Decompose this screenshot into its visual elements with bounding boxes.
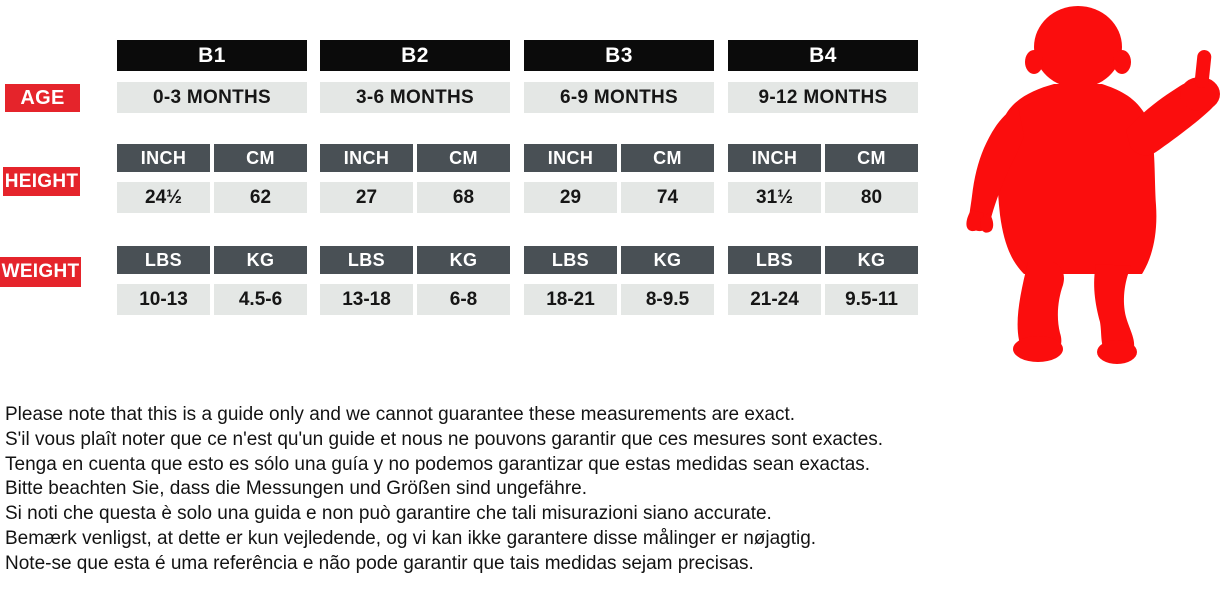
lbs-unit-header: LBS <box>320 246 413 274</box>
kg-unit-header: KG <box>621 246 714 274</box>
size-code-header: B3 <box>524 40 714 71</box>
size-column-b3: B3 6-9 MONTHS INCH CM 29 74 LBS KG 18-21… <box>524 0 714 380</box>
lbs-unit-header: LBS <box>524 246 617 274</box>
age-value: 3-6 MONTHS <box>320 82 510 113</box>
cm-unit-header: CM <box>621 144 714 172</box>
disclaimer-line-da: Bemærk venligst, at dette er kun vejlede… <box>5 527 817 549</box>
size-code-header: B2 <box>320 40 510 71</box>
age-row-label: AGE <box>5 84 80 112</box>
lbs-unit-header: LBS <box>728 246 821 274</box>
cm-unit-header: CM <box>825 144 918 172</box>
weight-kg-value: 8-9.5 <box>621 284 714 315</box>
height-inch-value: 27 <box>320 182 413 213</box>
size-code-header: B4 <box>728 40 918 71</box>
weight-kg-value: 6-8 <box>417 284 510 315</box>
disclaimer-line-it: Si noti che questa è solo una guida e no… <box>5 503 772 525</box>
kg-unit-header: KG <box>214 246 307 274</box>
size-code-header: B1 <box>117 40 307 71</box>
disclaimer-line-pt: Note-se que esta é uma referência e não … <box>5 552 754 574</box>
weight-kg-value: 9.5-11 <box>825 284 918 315</box>
height-row-label: HEIGHT <box>3 167 80 196</box>
height-inch-value: 24½ <box>117 182 210 213</box>
inch-unit-header: INCH <box>117 144 210 172</box>
cm-unit-header: CM <box>417 144 510 172</box>
disclaimer-line-es: Tenga en cuenta que esto es sólo una guí… <box>5 453 871 475</box>
weight-lbs-value: 10-13 <box>117 284 210 315</box>
height-cm-value: 68 <box>417 182 510 213</box>
height-cm-value: 80 <box>825 182 918 213</box>
age-value: 9-12 MONTHS <box>728 82 918 113</box>
inch-unit-header: INCH <box>728 144 821 172</box>
age-value: 0-3 MONTHS <box>117 82 307 113</box>
height-inch-value: 29 <box>524 182 617 213</box>
size-column-b4: B4 9-12 MONTHS INCH CM 31½ 80 LBS KG 21-… <box>728 0 918 380</box>
weight-lbs-value: 18-21 <box>524 284 617 315</box>
size-column-b2: B2 3-6 MONTHS INCH CM 27 68 LBS KG 13-18… <box>320 0 510 380</box>
inch-unit-header: INCH <box>320 144 413 172</box>
kg-unit-header: KG <box>825 246 918 274</box>
disclaimer-line-de: Bitte beachten Sie, dass die Messungen u… <box>5 478 587 500</box>
size-column-b1: B1 0-3 MONTHS INCH CM 24½ 62 LBS KG 10-1… <box>117 0 307 380</box>
disclaimer-text: Please note that this is a guide only an… <box>5 403 955 577</box>
height-cm-value: 74 <box>621 182 714 213</box>
cm-unit-header: CM <box>214 144 307 172</box>
kg-unit-header: KG <box>417 246 510 274</box>
height-inch-value: 31½ <box>728 182 821 213</box>
lbs-unit-header: LBS <box>117 246 210 274</box>
age-value: 6-9 MONTHS <box>524 82 714 113</box>
baby-thumbs-up-icon <box>966 6 1220 364</box>
disclaimer-line-fr: S'il vous plaît noter que ce n'est qu'un… <box>5 428 884 450</box>
inch-unit-header: INCH <box>524 144 617 172</box>
weight-row-label: WEIGHT <box>0 257 81 287</box>
weight-kg-value: 4.5-6 <box>214 284 307 315</box>
disclaimer-line-en: Please note that this is a guide only an… <box>5 404 796 425</box>
height-cm-value: 62 <box>214 182 307 213</box>
weight-lbs-value: 13-18 <box>320 284 413 315</box>
weight-lbs-value: 21-24 <box>728 284 821 315</box>
